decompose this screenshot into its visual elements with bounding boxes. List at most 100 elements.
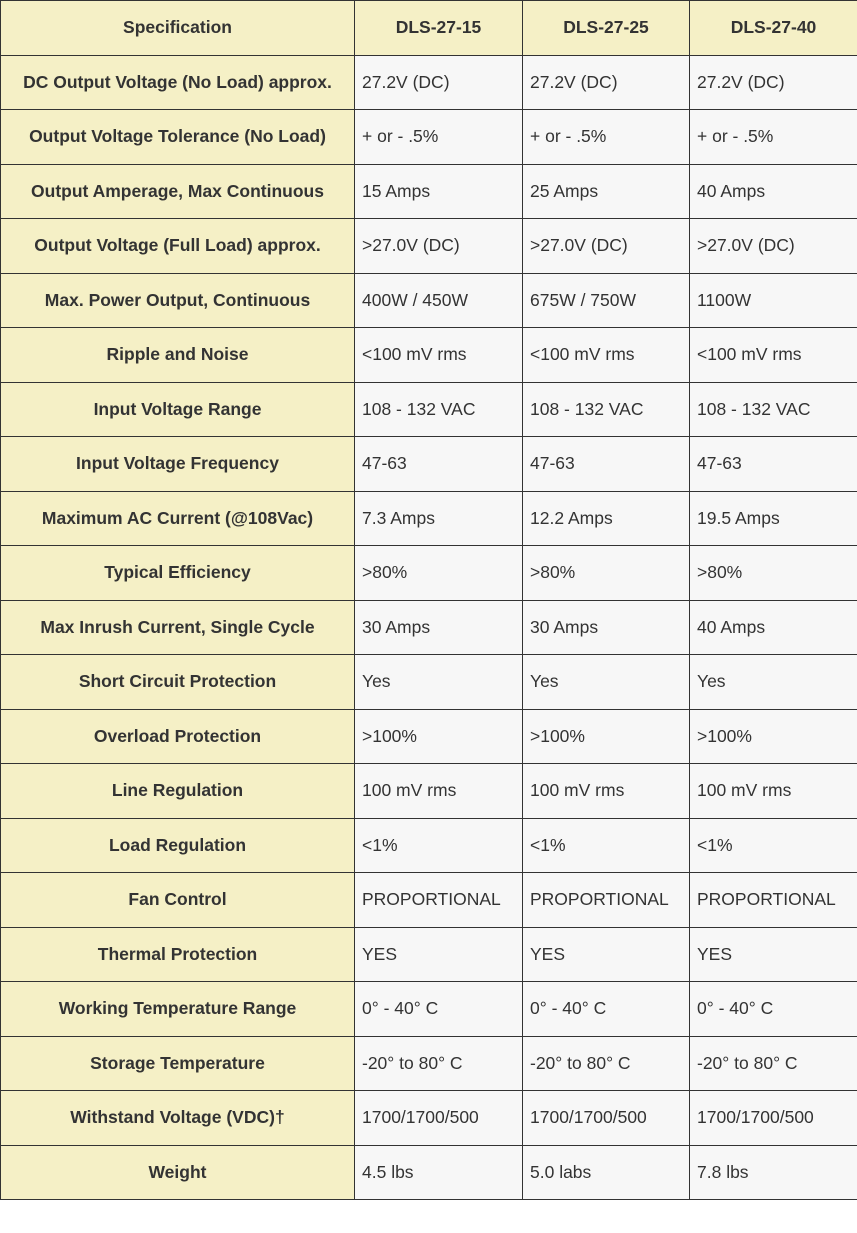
table-row: Weight 4.5 lbs 5.0 labs 7.8 lbs: [0, 1144, 857, 1200]
spec-value: 0° - 40° C: [522, 981, 690, 1037]
spec-value: + or - .5%: [689, 109, 857, 165]
table-row: Maximum AC Current (@108Vac) 7.3 Amps 12.2…: [0, 490, 857, 546]
table-row: Output Voltage Tolerance (No Load) + or -…: [0, 109, 857, 165]
spec-label: Weight: [0, 1144, 355, 1200]
table-row: Input Voltage Frequency 47-63 47-63 47-63: [0, 436, 857, 492]
spec-value: 108 - 132 VAC: [689, 381, 857, 437]
spec-value: 100 mV rms: [689, 763, 857, 819]
spec-value: Yes: [522, 654, 690, 710]
header-dls-27-15: DLS-27-15: [354, 0, 523, 56]
spec-value: 1100W: [689, 272, 857, 328]
spec-value: -20° to 80° C: [522, 1035, 690, 1091]
table-row: Storage Temperature -20° to 80° C -20° to …: [0, 1035, 857, 1091]
spec-value: >80%: [689, 545, 857, 601]
spec-value: >100%: [354, 708, 523, 764]
spec-value: 108 - 132 VAC: [354, 381, 523, 437]
header-dls-27-25: DLS-27-25: [522, 0, 690, 56]
spec-value: >27.0V (DC): [522, 218, 690, 274]
spec-label: Max Inrush Current, Single Cycle: [0, 599, 355, 655]
spec-value: 47-63: [522, 436, 690, 492]
table-row: Input Voltage Range 108 - 132 VAC 108 - 13…: [0, 381, 857, 437]
spec-label: Storage Temperature: [0, 1035, 355, 1091]
spec-value: 675W / 750W: [522, 272, 690, 328]
spec-value: + or - .5%: [354, 109, 523, 165]
table-row: Output Amperage, Max Continuous 15 Amps 25…: [0, 163, 857, 219]
table-row: DC Output Voltage (No Load) approx. 27.2V…: [0, 54, 857, 110]
spec-label: Maximum AC Current (@108Vac): [0, 490, 355, 546]
spec-value: <100 mV rms: [354, 327, 523, 383]
spec-value: 1700/1700/500: [689, 1090, 857, 1146]
spec-value: YES: [522, 926, 690, 982]
spec-value: + or - .5%: [522, 109, 690, 165]
table-row: Ripple and Noise <100 mV rms <100 mV rms <1…: [0, 327, 857, 383]
spec-value: 25 Amps: [522, 163, 690, 219]
spec-value: 100 mV rms: [522, 763, 690, 819]
table-row: Typical Efficiency >80% >80% >80%: [0, 545, 857, 601]
spec-label: Load Regulation: [0, 817, 355, 873]
header-dls-27-40: DLS-27-40: [689, 0, 857, 56]
spec-value: <1%: [689, 817, 857, 873]
spec-value: 1700/1700/500: [522, 1090, 690, 1146]
spec-label: Ripple and Noise: [0, 327, 355, 383]
table-row: Max Inrush Current, Single Cycle 30 Amps 3…: [0, 599, 857, 655]
spec-label: Fan Control: [0, 872, 355, 928]
table-row: Output Voltage (Full Load) approx. >27.0V…: [0, 218, 857, 274]
spec-label: Line Regulation: [0, 763, 355, 819]
spec-value: Yes: [354, 654, 523, 710]
spec-label: Typical Efficiency: [0, 545, 355, 601]
spec-value: 100 mV rms: [354, 763, 523, 819]
spec-value: PROPORTIONAL: [522, 872, 690, 928]
table-row: Max. Power Output, Continuous 400W / 450W…: [0, 272, 857, 328]
spec-value: 47-63: [689, 436, 857, 492]
spec-value: <100 mV rms: [522, 327, 690, 383]
spec-value: 4.5 lbs: [354, 1144, 523, 1200]
spec-value: YES: [354, 926, 523, 982]
spec-value: 40 Amps: [689, 599, 857, 655]
table-row: Withstand Voltage (VDC)† 1700/1700/500 170…: [0, 1090, 857, 1146]
spec-label: Output Amperage, Max Continuous: [0, 163, 355, 219]
spec-label: Withstand Voltage (VDC)†: [0, 1090, 355, 1146]
table-row: Short Circuit Protection Yes Yes Yes: [0, 654, 857, 710]
spec-value: 40 Amps: [689, 163, 857, 219]
spec-value: -20° to 80° C: [354, 1035, 523, 1091]
spec-value: <1%: [354, 817, 523, 873]
spec-label: Working Temperature Range: [0, 981, 355, 1037]
spec-value: 15 Amps: [354, 163, 523, 219]
spec-value: Yes: [689, 654, 857, 710]
table-row: Thermal Protection YES YES YES: [0, 926, 857, 982]
spec-value: >80%: [354, 545, 523, 601]
spec-value: <100 mV rms: [689, 327, 857, 383]
spec-value: 27.2V (DC): [689, 54, 857, 110]
table-row: Fan Control PROPORTIONAL PROPORTIONAL PROPO…: [0, 872, 857, 928]
spec-value: 12.2 Amps: [522, 490, 690, 546]
table-row: Overload Protection >100% >100% >100%: [0, 708, 857, 764]
spec-value: YES: [689, 926, 857, 982]
spec-value: 0° - 40° C: [689, 981, 857, 1037]
spec-value: >27.0V (DC): [354, 218, 523, 274]
spec-value: 47-63: [354, 436, 523, 492]
table-row: Working Temperature Range 0° - 40° C 0° - …: [0, 981, 857, 1037]
spec-value: 108 - 132 VAC: [522, 381, 690, 437]
spec-label: Output Voltage (Full Load) approx.: [0, 218, 355, 274]
spec-label: Thermal Protection: [0, 926, 355, 982]
spec-label: Input Voltage Range: [0, 381, 355, 437]
spec-table: Specification DLS-27-15 DLS-27-25 DLS-27…: [0, 0, 857, 1200]
spec-label: Output Voltage Tolerance (No Load): [0, 109, 355, 165]
spec-value: 19.5 Amps: [689, 490, 857, 546]
spec-label: Overload Protection: [0, 708, 355, 764]
table-row: Load Regulation <1% <1% <1%: [0, 817, 857, 873]
spec-value: 400W / 450W: [354, 272, 523, 328]
spec-value: >100%: [689, 708, 857, 764]
spec-value: >80%: [522, 545, 690, 601]
spec-value: -20° to 80° C: [689, 1035, 857, 1091]
spec-value: >100%: [522, 708, 690, 764]
spec-value: 5.0 labs: [522, 1144, 690, 1200]
spec-value: 7.8 lbs: [689, 1144, 857, 1200]
spec-value: <1%: [522, 817, 690, 873]
header-row: Specification DLS-27-15 DLS-27-25 DLS-27…: [0, 0, 857, 56]
spec-value: 27.2V (DC): [354, 54, 523, 110]
header-specification: Specification: [0, 0, 355, 56]
spec-value: PROPORTIONAL: [354, 872, 523, 928]
spec-value: 0° - 40° C: [354, 981, 523, 1037]
spec-label: DC Output Voltage (No Load) approx.: [0, 54, 355, 110]
